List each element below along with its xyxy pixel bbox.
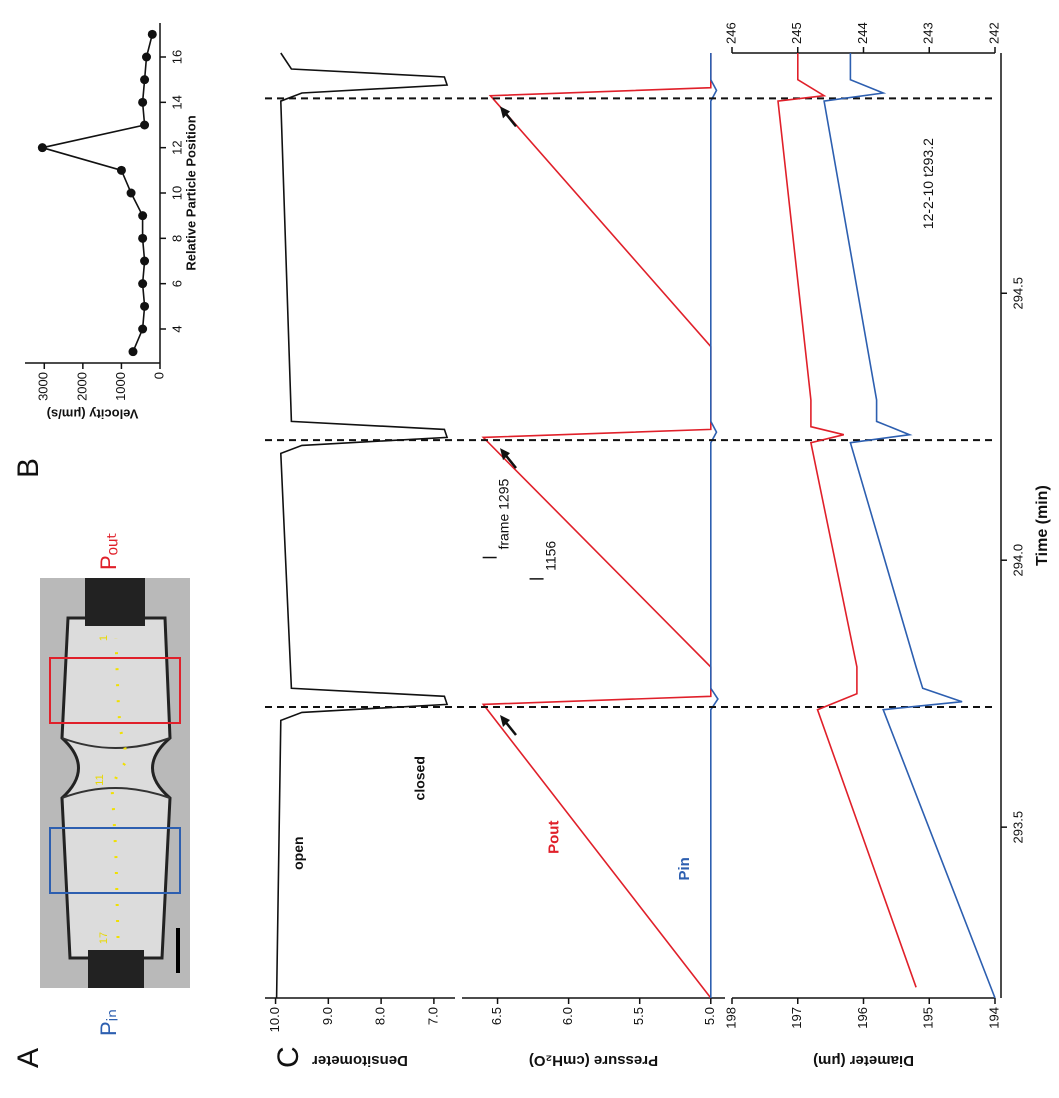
- outflow-pipette: [85, 578, 145, 626]
- dot-label: 11: [94, 774, 106, 785]
- y-tick-label: 197: [789, 1007, 804, 1029]
- x-axis-title: Relative Particle Position: [183, 115, 198, 270]
- point: [37, 143, 47, 153]
- point: [138, 279, 148, 289]
- y-tick-label: 8.0: [373, 1007, 388, 1025]
- point: [138, 324, 148, 334]
- series-label: Pin: [676, 857, 693, 880]
- x-tick-label: 12: [169, 140, 184, 154]
- y-tick-label: 6.5: [489, 1007, 504, 1025]
- series-line: [823, 53, 996, 999]
- y-tick-label: 5.5: [631, 1007, 646, 1025]
- annotation: 12-2-10 t293.2: [920, 138, 936, 229]
- point: [147, 29, 157, 39]
- y-tick-label: 194: [986, 1007, 1001, 1029]
- y2-tick-label: 244: [855, 22, 870, 44]
- micrograph: 17 11 1: [40, 578, 190, 988]
- inflow-label: Pᵢₙ: [96, 1009, 121, 1036]
- x-tick-label: 294.0: [1010, 544, 1025, 577]
- x-tick-label: 16: [169, 50, 184, 64]
- panel-label: C: [272, 1046, 305, 1068]
- y-tick-label: 195: [921, 1007, 936, 1029]
- x-tick-label: 6: [169, 280, 184, 287]
- point: [138, 233, 148, 243]
- arrow-head: [500, 106, 510, 119]
- point: [140, 301, 150, 311]
- y-tick-label: 10.0: [267, 1007, 282, 1032]
- dot-label: 1: [98, 635, 110, 641]
- annotation: frame 1295: [495, 478, 511, 549]
- y-tick-label: 198: [723, 1007, 738, 1029]
- y-tick-label: 196: [855, 1007, 870, 1029]
- y-tick-label: 3000: [36, 372, 51, 401]
- point: [142, 52, 151, 62]
- point: [116, 165, 126, 175]
- y-axis-title: Velocity (μm/s): [47, 407, 139, 422]
- x-tick-label: 294.5: [1010, 277, 1025, 310]
- inflow-pipette: [88, 950, 144, 988]
- x-axis-title: Time (min): [1034, 485, 1051, 566]
- y2-tick-label: 245: [789, 22, 804, 44]
- point: [140, 75, 150, 85]
- y-tick-label: 5.0: [702, 1007, 717, 1025]
- y-tick-label: 1000: [113, 372, 128, 401]
- arrow-head: [500, 715, 510, 728]
- x-tick-label: 293.5: [1010, 811, 1025, 844]
- series-line: [710, 53, 719, 998]
- y2-tick-label: 242: [986, 22, 1001, 44]
- series-line: [42, 34, 154, 353]
- y-tick-label: 2000: [74, 372, 89, 401]
- annotation: closed: [411, 756, 427, 800]
- point: [140, 120, 150, 130]
- x-tick-label: 8: [169, 235, 184, 242]
- panel-label: B: [12, 458, 45, 478]
- panel-label: A: [12, 1048, 45, 1068]
- x-tick-label: 14: [169, 95, 184, 109]
- y2-tick-label: 243: [921, 22, 936, 44]
- point: [138, 211, 148, 221]
- annotation: open: [290, 836, 306, 869]
- x-tick-label: 4: [169, 325, 184, 332]
- y-axis-title: Pressure (cmH₂O): [529, 1052, 658, 1069]
- y-tick-label: 6.0: [560, 1007, 575, 1025]
- y-axis-title: Diameter (μm): [813, 1052, 914, 1069]
- y2-tick-label: 246: [723, 22, 738, 44]
- outflow-roi: [49, 657, 181, 724]
- series-line: [777, 53, 917, 988]
- inflow-roi: [49, 827, 181, 894]
- point: [126, 188, 136, 198]
- point: [138, 97, 148, 107]
- y-tick-label: 0: [151, 372, 166, 379]
- series-label: Pout: [545, 821, 562, 854]
- y-tick-label: 9.0: [320, 1007, 335, 1025]
- dot-label: 17: [98, 932, 110, 944]
- valve-leaflets: [61, 737, 171, 799]
- x-tick-label: 10: [169, 186, 184, 200]
- series-line: [481, 53, 712, 999]
- arrow-head: [500, 448, 510, 461]
- y-axis-title: Densitometer: [312, 1052, 408, 1069]
- point: [128, 347, 138, 357]
- rotated-figure: A 17 11 1 Pᵢₙ Pₒᵤₜ B01000200030004681012…: [12, 22, 1051, 1069]
- y-tick-label: 7.0: [425, 1007, 440, 1025]
- point: [140, 256, 150, 266]
- outflow-label: Pₒᵤₜ: [96, 532, 121, 570]
- annotation: 1156: [542, 541, 558, 571]
